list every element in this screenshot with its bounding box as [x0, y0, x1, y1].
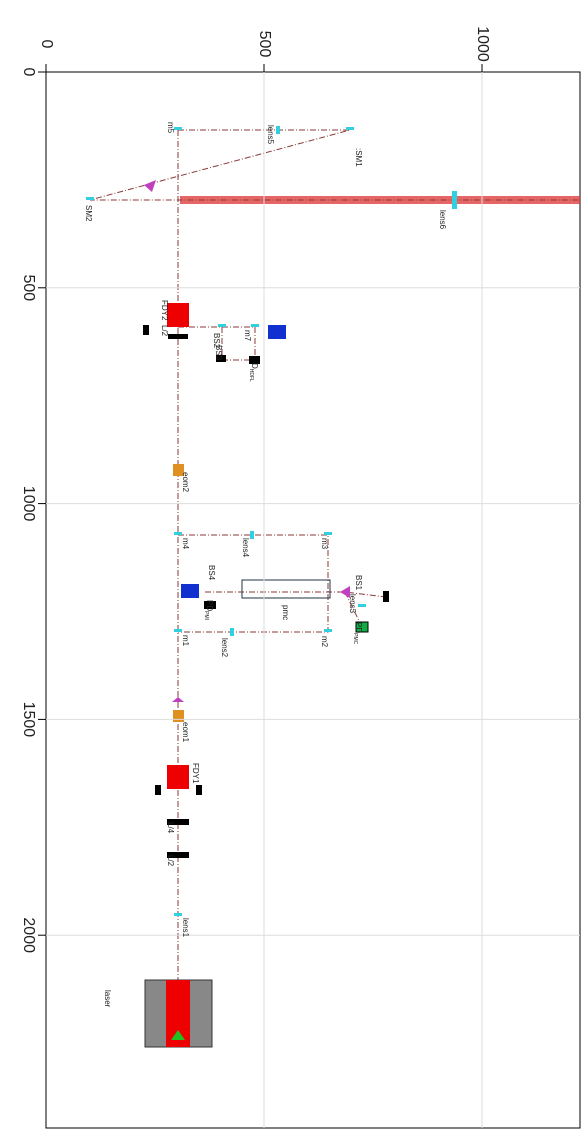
component-label: laser: [103, 990, 112, 1008]
wedge: [172, 697, 184, 702]
component-label: L/2: [166, 855, 175, 867]
component-label: FDY2: [160, 300, 169, 321]
component-label: m5: [166, 122, 175, 134]
x-tick-label: 500: [256, 31, 273, 58]
component-label: m1: [181, 635, 190, 647]
eom: [173, 710, 184, 722]
component-subscript: PMC: [352, 633, 358, 645]
component-label: BS4: [207, 565, 216, 581]
lens: [276, 126, 280, 134]
y-tick-label: 1500: [20, 702, 37, 738]
component-label: eom2: [181, 472, 190, 493]
mirror: [324, 532, 332, 535]
component-label: FDY1: [191, 763, 200, 784]
dump: [143, 325, 149, 335]
component-label: m3: [320, 538, 329, 550]
component-label: m4: [181, 538, 190, 550]
dump: [216, 355, 226, 362]
wedge: [340, 586, 350, 598]
splitter: [218, 324, 226, 327]
detector: [181, 584, 199, 598]
lens: [230, 628, 234, 636]
lens: [174, 913, 182, 916]
x-tick-label: 1000: [474, 26, 491, 62]
component-label: SM2: [84, 205, 93, 222]
dump: [196, 785, 202, 795]
component-label: m7: [243, 330, 252, 342]
detector: [268, 325, 286, 339]
mirror: [251, 324, 259, 327]
component-label: m2: [320, 636, 329, 648]
waveplate: [168, 334, 188, 339]
axes: 0 500 1000 0 500 1000 1500 2000: [20, 26, 580, 1128]
pmc-cavity: [241, 579, 331, 599]
mirror: [174, 629, 182, 632]
mirror: [346, 127, 354, 130]
component-label: BS2: [212, 333, 221, 349]
lens: [358, 604, 366, 607]
y-tick-label: 500: [20, 274, 37, 301]
component-label: eom1: [181, 722, 190, 743]
wedge: [144, 180, 156, 192]
mirror: [324, 629, 332, 632]
lens: [250, 531, 254, 539]
component-label: lens5: [266, 125, 275, 145]
component-label: lens2: [220, 638, 229, 658]
y-tick-label: 0: [20, 68, 37, 77]
y-tick-label: 1000: [20, 486, 37, 522]
component-label: BS3: [214, 345, 223, 361]
waveplate: [167, 852, 189, 858]
component-label: PDPMI: [203, 600, 214, 620]
y-tick-label: 2000: [20, 917, 37, 953]
wedge: [171, 1030, 185, 1040]
component-label: pmc: [281, 605, 290, 620]
component-label: PDPMC: [352, 622, 363, 645]
lens: [452, 191, 457, 209]
component-label: lens4: [241, 538, 250, 558]
component-label: L/2: [160, 325, 169, 337]
component-label: lens1: [181, 918, 190, 938]
eom: [173, 464, 184, 476]
component-label: lens3: [348, 594, 357, 614]
faraday: [167, 765, 189, 789]
mirror: [174, 532, 182, 535]
dump: [204, 601, 216, 609]
mirror: [174, 127, 182, 130]
mirror: [86, 197, 94, 200]
component-label: DHDFL: [248, 363, 259, 382]
waveplate: [167, 819, 189, 825]
components: [86, 126, 457, 1048]
dump: [383, 591, 389, 602]
plot-frame: [45, 71, 581, 1129]
dump: [249, 356, 260, 364]
faraday: [167, 303, 189, 327]
component-subscript: PMI: [203, 611, 209, 620]
component-label: lens6: [438, 210, 447, 230]
component-label: :SM1: [354, 148, 363, 167]
component-subscript: HDFL: [248, 369, 254, 382]
dump: [155, 785, 161, 795]
component-label: L/4: [166, 822, 175, 834]
dump: [355, 621, 369, 633]
component-label: BS1: [354, 575, 363, 591]
x-tick-label: 0: [38, 40, 55, 49]
